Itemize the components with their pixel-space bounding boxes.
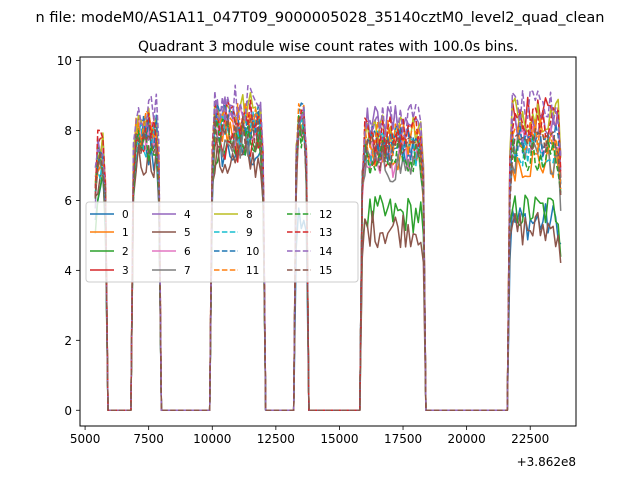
plot-area <box>79 56 577 427</box>
legend-label-11: 11 <box>246 265 259 277</box>
legend-label-13: 13 <box>319 227 332 239</box>
legend-label-5: 5 <box>184 227 191 239</box>
series-layer <box>94 84 562 412</box>
axes-frame <box>79 56 577 427</box>
y-axis: 0 2 4 6 8 10 <box>57 54 80 418</box>
chart-title: Quadrant 3 module wise count rates with … <box>138 39 518 55</box>
x-offset-label: +3.862e8 <box>517 455 576 469</box>
legend-label-2: 2 <box>122 246 129 258</box>
x-tick-label: 20000 <box>448 432 486 446</box>
x-tick-label: 5000 <box>70 432 101 446</box>
legend-label-3: 3 <box>122 265 129 277</box>
x-tick-label: 10000 <box>193 432 231 446</box>
x-tick-label: 12500 <box>257 432 295 446</box>
y-tick-label: 6 <box>64 194 72 208</box>
x-tick-label: 22500 <box>511 432 549 446</box>
legend-label-12: 12 <box>319 209 332 221</box>
legend-label-10: 10 <box>246 246 259 258</box>
legend-label-8: 8 <box>246 209 253 221</box>
legend-box <box>85 201 359 283</box>
x-axis: 5000 7500 10000 12500 15000 17500 20000 22500 <box>70 426 549 446</box>
legend-label-0: 0 <box>122 209 129 221</box>
legend-label-6: 6 <box>184 246 191 258</box>
y-tick-label: 2 <box>64 334 72 348</box>
x-tick-label: 15000 <box>320 432 358 446</box>
x-tick-label: 7500 <box>133 432 164 446</box>
y-tick-label: 4 <box>64 264 72 278</box>
legend-label-9: 9 <box>246 227 253 239</box>
legend-label-7: 7 <box>184 265 191 277</box>
legend-label-4: 4 <box>184 209 191 221</box>
legend-label-14: 14 <box>319 246 333 258</box>
y-tick-label: 10 <box>57 54 72 68</box>
y-tick-label: 0 <box>64 404 72 418</box>
legend-label-15: 15 <box>319 265 332 277</box>
y-tick-label: 8 <box>64 124 72 138</box>
series-line-15 <box>94 114 562 412</box>
x-tick-label: 17500 <box>384 432 422 446</box>
legend-label-1: 1 <box>122 227 129 239</box>
figure-suptitle: n file: modeM0/AS1A11_047T09_9000005028_… <box>36 10 605 26</box>
